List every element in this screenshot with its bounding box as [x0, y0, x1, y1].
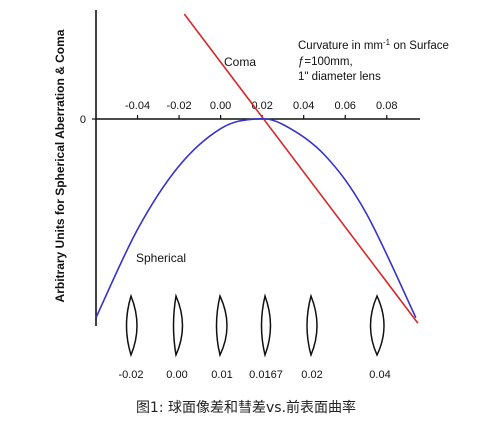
- x-tick-label-2: 0.00: [210, 100, 231, 112]
- lens-label-0: -0.02: [118, 369, 143, 381]
- series-layer: [95, 13, 419, 324]
- lens-3-shape: [260, 293, 272, 358]
- lens-1: [172, 293, 184, 358]
- lens-4: [306, 293, 318, 358]
- x-tick-label-1: -0.02: [167, 100, 192, 112]
- x-tick-label-4: 0.04: [293, 100, 314, 112]
- lens-3: [260, 293, 272, 358]
- lens-label-1: 0.00: [166, 369, 187, 381]
- y-tick-label-zero: 0: [80, 114, 86, 126]
- curvature-note-line2: ƒ=100mm,: [298, 56, 353, 68]
- lens-2: [215, 293, 228, 358]
- lens-label-3: 0.0167: [249, 369, 283, 381]
- lens-label-2: 0.01: [211, 369, 232, 381]
- x-tick-label-5: 0.06: [335, 100, 356, 112]
- curvature-note-superscript: -1: [383, 38, 391, 47]
- y-axis-title: Arbitrary Units for Spherical Aberration…: [53, 29, 67, 302]
- lens-label-4: 0.02: [301, 369, 322, 381]
- curvature-note-line3: 1" diameter lens: [298, 71, 381, 83]
- lens-5: [369, 294, 385, 357]
- x-tick-label-6: 0.08: [376, 100, 397, 112]
- lens-0-shape: [125, 293, 138, 358]
- x-tick-label-0: -0.04: [125, 100, 150, 112]
- coma-label: Coma: [224, 55, 256, 69]
- series-line-coma: [183, 13, 419, 324]
- curvature-note-line1: Curvature in mm-1 on Surface: [298, 38, 449, 53]
- lens-0: [125, 293, 138, 358]
- lens-4-shape: [306, 293, 318, 358]
- lens-1-shape: [172, 293, 184, 358]
- lens-5-shape: [369, 294, 385, 357]
- spherical-label: Spherical: [136, 251, 186, 265]
- lens-2-shape: [215, 293, 228, 358]
- figure-caption: 图1: 球面像差和彗差vs.前表面曲率: [136, 399, 356, 416]
- lens-label-5: 0.04: [369, 369, 390, 381]
- x-axis-ticks: -0.04 -0.02 0.00 0.02 0.04 0.06 0.08: [125, 100, 397, 119]
- series-line-spherical: [95, 117, 417, 319]
